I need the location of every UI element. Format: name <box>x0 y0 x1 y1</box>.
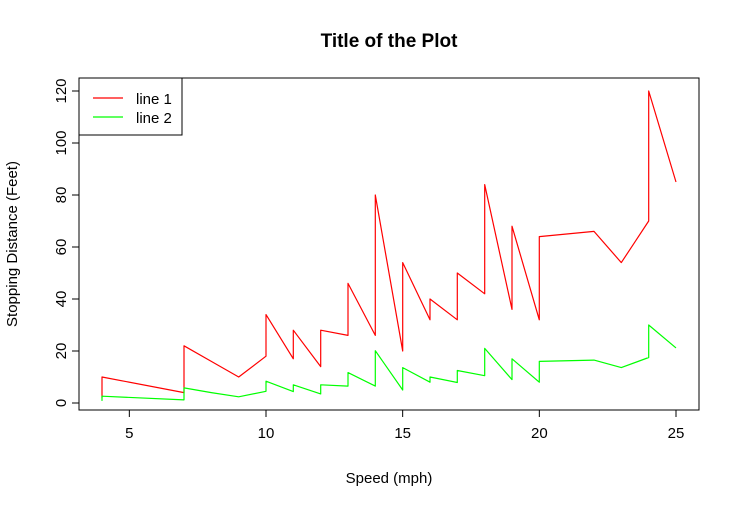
x-tick-label: 15 <box>394 425 411 442</box>
y-tick-label: 20 <box>53 343 70 360</box>
x-axis: 5 10 15 20 25 <box>125 409 685 442</box>
y-tick-label: 100 <box>53 130 70 155</box>
legend-label-line-1: line 1 <box>136 91 172 108</box>
series-line-2 <box>101 324 677 401</box>
series-line-1 <box>101 90 677 398</box>
series-layer <box>101 90 677 401</box>
legend-label-line-2: line 2 <box>136 110 172 127</box>
y-tick-label: 40 <box>53 291 70 308</box>
y-axis-label: Stopping Distance (Feet) <box>4 161 21 327</box>
x-tick-label: 5 <box>125 425 133 442</box>
x-axis-label: Speed (mph) <box>346 470 433 487</box>
y-tick-label: 0 <box>53 399 70 407</box>
y-axis: 0 20 40 60 80 100 120 <box>53 78 80 407</box>
x-tick-label: 10 <box>258 425 275 442</box>
y-tick-label: 120 <box>53 78 70 103</box>
x-tick-label: 20 <box>531 425 548 442</box>
legend: line 1 line 2 <box>78 77 183 136</box>
chart-title: Title of the Plot <box>321 31 459 52</box>
legend-box <box>78 77 183 136</box>
y-tick-label: 80 <box>53 187 70 204</box>
y-tick-label: 60 <box>53 239 70 256</box>
x-tick-label: 25 <box>668 425 685 442</box>
